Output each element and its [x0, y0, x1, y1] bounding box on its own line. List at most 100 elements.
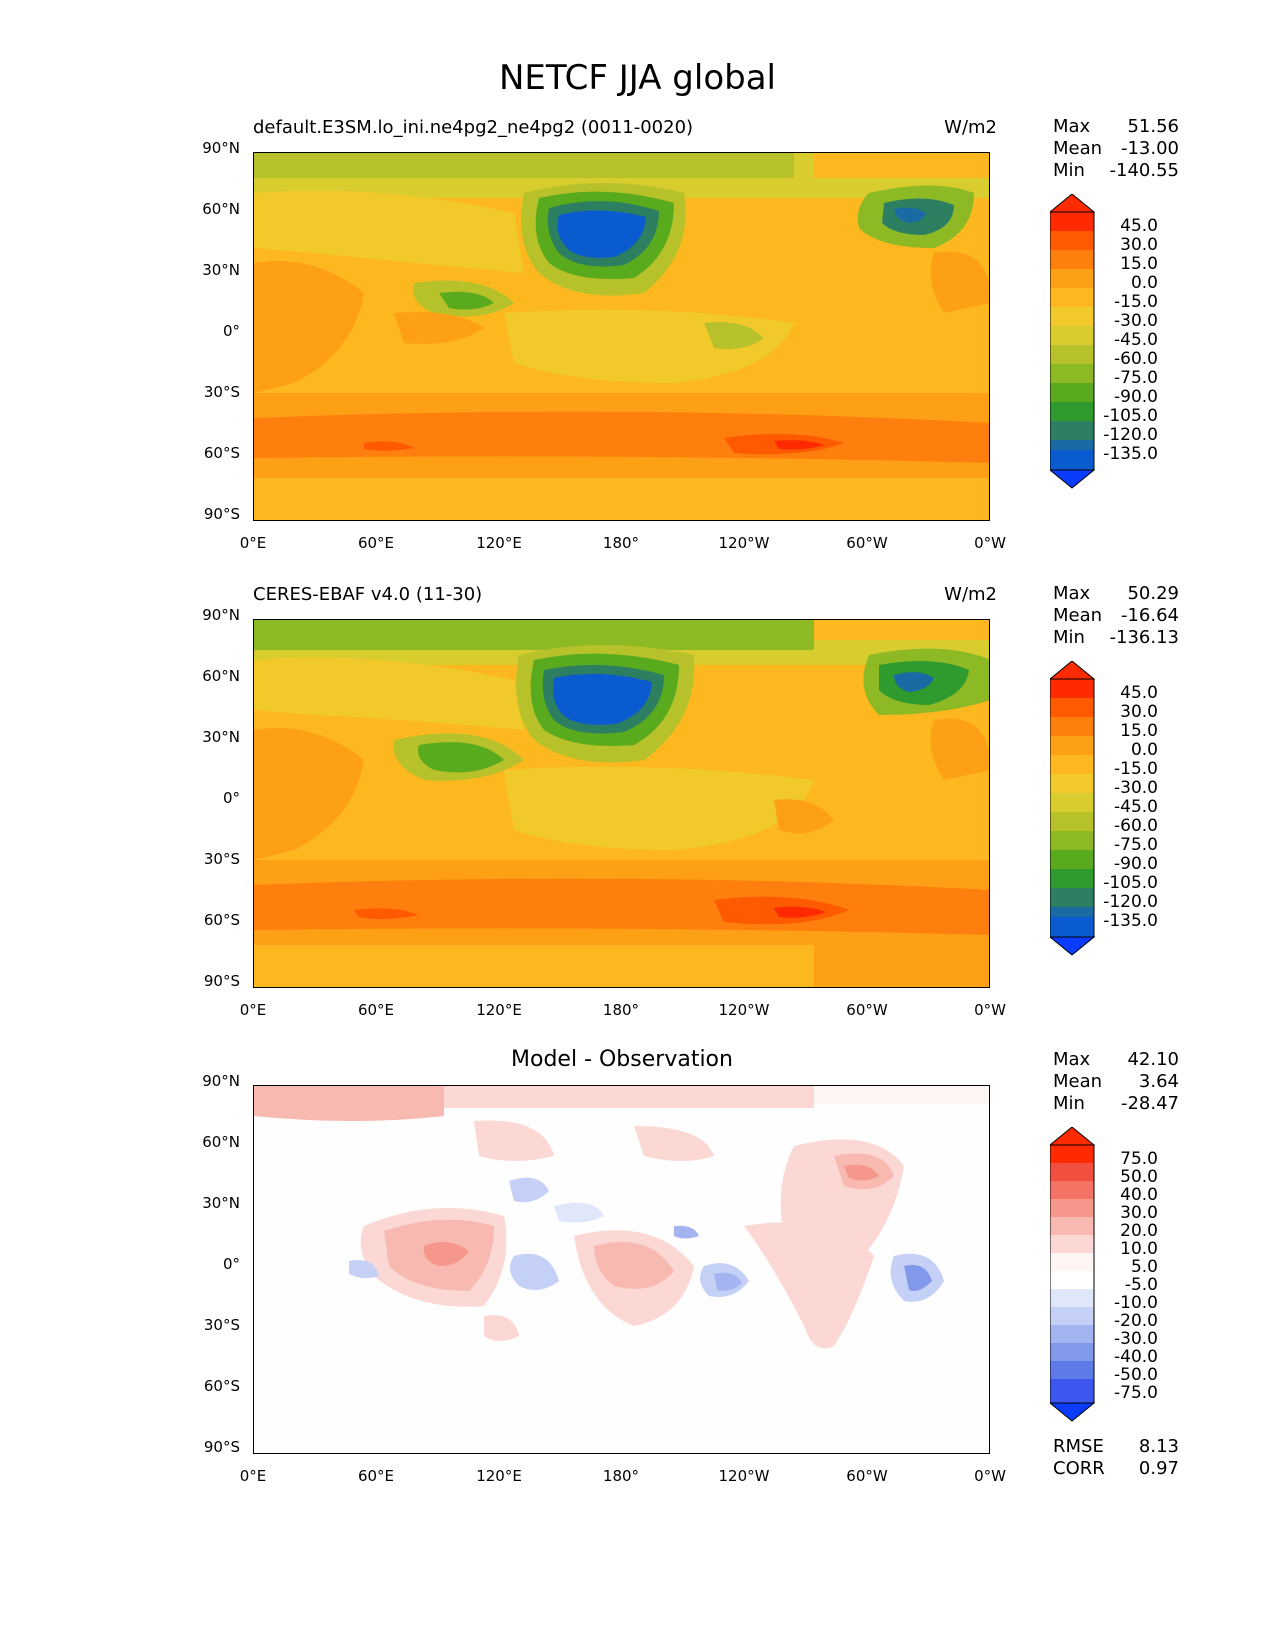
stat-min: -28.47 [1120, 1093, 1179, 1114]
xlabel-180: 180° [602, 534, 640, 552]
corr-label: CORR [1053, 1458, 1105, 1479]
cbar-tick: 45.0 [1120, 683, 1158, 703]
cbar-tick: 30.0 [1120, 235, 1158, 255]
xlabel-0w: 0°W [974, 534, 1006, 552]
panel-model-units: W/m2 [944, 117, 997, 138]
stat-max-label: Max [1053, 583, 1091, 604]
stat-min-label: Min [1053, 160, 1085, 181]
ylabel-30n: 30°N [202, 1194, 240, 1212]
diff-map-svg [254, 1086, 989, 1453]
ylabel-60n: 60°N [202, 667, 240, 685]
cbar-tick: 0.0 [1130, 740, 1158, 760]
xlabel-120w: 120°W [718, 1467, 770, 1485]
cbar-tick: -75.0 [1114, 368, 1158, 388]
cbar-tick: -75.0 [1114, 835, 1158, 855]
ylabel-30n: 30°N [202, 728, 240, 746]
xlabel-60e: 60°E [357, 534, 395, 552]
ylabel-90n: 90°N [202, 139, 240, 157]
xlabel-60e: 60°E [357, 1001, 395, 1019]
stat-min: -140.55 [1109, 160, 1179, 181]
ylabel-0: 0° [222, 789, 240, 807]
cbar-tick: 10.0 [1120, 1239, 1158, 1259]
cbar-tick: -135.0 [1103, 911, 1158, 931]
rmse-value: 8.13 [1138, 1436, 1179, 1457]
cbar-tick: 30.0 [1120, 702, 1158, 722]
xlabel-60w: 60°W [846, 1467, 888, 1485]
ylabel-60n: 60°N [202, 1133, 240, 1151]
diff-colorbar [1050, 1127, 1095, 1422]
panel-observation: CERES-EBAF v4.0 (11-30) W/m2 [0, 577, 1275, 1047]
figure-title: NETCF JJA global [498, 58, 776, 98]
stat-min: -136.13 [1109, 627, 1179, 648]
cbar-tick: 45.0 [1120, 216, 1158, 236]
cbar-tick: -30.0 [1114, 311, 1158, 331]
xlabel-120w: 120°W [718, 534, 770, 552]
cbar-tick: 15.0 [1120, 721, 1158, 741]
corr-value: 0.97 [1138, 1458, 1179, 1479]
ylabel-30n: 30°N [202, 261, 240, 279]
cbar-tick: -45.0 [1114, 330, 1158, 350]
xlabel-0w: 0°W [974, 1467, 1006, 1485]
ylabel-60s: 60°S [203, 444, 240, 462]
xlabel-0w: 0°W [974, 1001, 1006, 1019]
ylabel-60s: 60°S [203, 1377, 240, 1395]
cbar-tick: -40.0 [1114, 1347, 1158, 1367]
cbar-tick: 5.0 [1130, 1257, 1158, 1277]
panel-obs-units: W/m2 [944, 584, 997, 605]
ylabel-60s: 60°S [203, 911, 240, 929]
xlabel-0e: 0°E [239, 1467, 267, 1485]
cbar-tick: -5.0 [1124, 1275, 1158, 1295]
model-map [253, 152, 990, 521]
xlabel-120w: 120°W [718, 1001, 770, 1019]
cbar-tick: 30.0 [1120, 1203, 1158, 1223]
obs-map-svg [254, 620, 989, 987]
xlabel-120e: 120°E [476, 1467, 522, 1485]
cbar-tick: -20.0 [1114, 1311, 1158, 1331]
cbar-tick: -60.0 [1114, 816, 1158, 836]
stat-mean-label: Mean [1053, 605, 1103, 626]
xlabel-60e: 60°E [357, 1467, 395, 1485]
model-map-svg [254, 153, 989, 520]
cbar-tick: -30.0 [1114, 1329, 1158, 1349]
stat-max: 50.29 [1127, 583, 1179, 604]
panel-model: default.E3SM.lo_ini.ne4pg2_ne4pg2 (0011-… [0, 110, 1275, 580]
stat-max: 42.10 [1127, 1049, 1179, 1070]
xlabel-60w: 60°W [846, 534, 888, 552]
cbar-tick: -60.0 [1114, 349, 1158, 369]
stat-min-label: Min [1053, 1093, 1085, 1114]
diff-map [253, 1085, 990, 1454]
ylabel-90s: 90°S [203, 505, 240, 523]
ylabel-0: 0° [222, 1255, 240, 1273]
cbar-tick: -90.0 [1114, 387, 1158, 407]
cbar-tick: -90.0 [1114, 854, 1158, 874]
ylabel-30s: 30°S [203, 1316, 240, 1334]
ylabel-30s: 30°S [203, 850, 240, 868]
cbar-tick: -120.0 [1103, 892, 1158, 912]
cbar-tick: 40.0 [1120, 1185, 1158, 1205]
model-colorbar [1050, 194, 1095, 489]
cbar-tick: -45.0 [1114, 797, 1158, 817]
xlabel-60w: 60°W [846, 1001, 888, 1019]
cbar-tick: 15.0 [1120, 254, 1158, 274]
cbar-tick: -120.0 [1103, 425, 1158, 445]
stat-mean: 3.64 [1138, 1071, 1179, 1092]
stat-min-label: Min [1053, 627, 1085, 648]
xlabel-0e: 0°E [239, 534, 267, 552]
model-stats: Max 51.56 Mean -13.00 Min -140.55 [1053, 116, 1179, 182]
cbar-tick: -135.0 [1103, 444, 1158, 464]
ylabel-90s: 90°S [203, 972, 240, 990]
cbar-tick: -105.0 [1103, 873, 1158, 893]
xlabel-120e: 120°E [476, 534, 522, 552]
cbar-tick: 0.0 [1130, 273, 1158, 293]
stat-max-label: Max [1053, 1049, 1091, 1070]
cbar-tick: 50.0 [1120, 1167, 1158, 1187]
panel-difference: Model - Observation [0, 1043, 1275, 1513]
stat-mean-label: Mean [1053, 1071, 1103, 1092]
xlabel-180: 180° [602, 1001, 640, 1019]
panel-model-title: default.E3SM.lo_ini.ne4pg2_ne4pg2 (0011-… [253, 117, 694, 138]
cbar-tick: -105.0 [1103, 406, 1158, 426]
xlabel-0e: 0°E [239, 1001, 267, 1019]
cbar-tick: -15.0 [1114, 292, 1158, 312]
ylabel-90s: 90°S [203, 1438, 240, 1456]
ylabel-90n: 90°N [202, 606, 240, 624]
